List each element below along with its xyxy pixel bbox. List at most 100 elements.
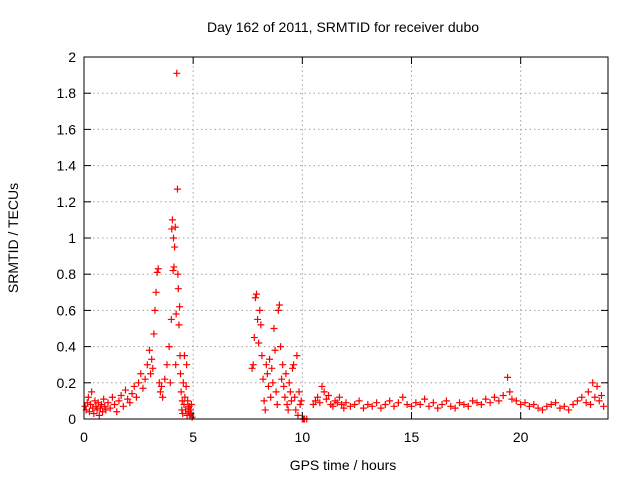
data-point — [92, 402, 100, 410]
data-point — [272, 388, 280, 396]
data-point — [143, 361, 151, 369]
data-point — [266, 355, 274, 363]
data-point — [342, 399, 350, 407]
data-point — [262, 361, 270, 369]
data-point — [184, 397, 192, 405]
data-point — [390, 402, 398, 410]
data-point — [517, 401, 525, 409]
data-point — [429, 399, 437, 407]
data-point — [148, 355, 156, 363]
data-point — [180, 352, 188, 360]
data-point — [176, 303, 184, 311]
data-point — [182, 382, 190, 390]
data-point — [173, 69, 181, 77]
data-point — [128, 390, 136, 398]
data-point — [168, 216, 176, 224]
data-point — [124, 395, 132, 403]
y-tick-label: 0.6 — [57, 302, 77, 318]
y-tick-label: 1.6 — [57, 121, 77, 137]
data-point — [292, 406, 300, 414]
data-point — [296, 401, 304, 409]
data-point — [146, 346, 153, 354]
data-point — [287, 397, 295, 405]
data-point — [177, 370, 185, 378]
data-point — [399, 393, 407, 401]
data-point — [161, 375, 169, 383]
data-point — [170, 263, 178, 271]
x-tick-label: 15 — [404, 429, 420, 445]
data-point — [521, 399, 529, 407]
data-point — [187, 401, 195, 409]
data-point — [249, 361, 257, 369]
data-point — [589, 379, 597, 387]
data-point — [283, 401, 291, 409]
data-point — [104, 399, 112, 407]
data-point — [90, 410, 98, 418]
data-point — [477, 401, 485, 409]
data-point — [101, 402, 109, 410]
data-point — [171, 223, 179, 231]
data-point — [175, 321, 183, 329]
data-point — [403, 401, 411, 409]
data-point — [271, 346, 279, 354]
data-point — [179, 410, 187, 418]
data-point — [309, 401, 317, 409]
data-point — [106, 404, 114, 412]
data-point — [534, 404, 542, 412]
data-point — [584, 388, 592, 396]
y-tick-label: 0 — [68, 411, 76, 427]
data-point — [87, 401, 95, 409]
data-point — [180, 401, 188, 409]
data-point — [170, 234, 178, 242]
data-point — [381, 401, 389, 409]
data-point — [172, 361, 180, 369]
data-point — [179, 379, 187, 387]
data-point — [506, 388, 514, 396]
data-point — [318, 382, 326, 390]
data-point — [293, 352, 301, 360]
data-point — [569, 401, 577, 409]
data-point — [88, 388, 96, 396]
data-point — [255, 339, 263, 347]
data-point — [267, 393, 275, 401]
data-point — [111, 401, 119, 409]
data-point — [258, 352, 266, 360]
ticks: 00.20.40.60.811.21.41.61.820 5 10 15 20 — [57, 49, 608, 445]
data-point — [447, 402, 455, 410]
data-point — [119, 402, 127, 410]
data-point — [364, 401, 372, 409]
data-point — [368, 402, 376, 410]
data-point — [286, 388, 294, 396]
data-point — [150, 330, 158, 338]
data-point — [552, 399, 560, 407]
data-point — [264, 382, 272, 390]
data-point — [338, 401, 346, 409]
data-point — [113, 408, 121, 416]
data-point — [556, 404, 564, 412]
data-point — [600, 402, 608, 410]
y-tick-label: 0.8 — [57, 266, 77, 282]
data-point — [530, 401, 538, 409]
data-point — [495, 397, 503, 405]
data-point — [149, 364, 157, 372]
data-point — [355, 397, 363, 405]
data-point — [482, 395, 490, 403]
y-tick-label: 2 — [68, 49, 76, 65]
data-point — [188, 413, 196, 421]
data-point — [263, 370, 271, 378]
data-point — [456, 399, 464, 407]
data-point — [256, 306, 264, 314]
x-tick-label: 5 — [189, 429, 197, 445]
data-point — [154, 265, 162, 273]
data-point — [183, 361, 191, 369]
data-point — [102, 406, 110, 414]
data-point — [560, 402, 568, 410]
data-point — [147, 370, 155, 378]
data-point — [434, 404, 442, 412]
data-point — [275, 301, 283, 309]
y-axis-label: SRMTID / TECUs — [5, 183, 21, 293]
data-point — [504, 373, 512, 381]
x-axis-label: GPS time / hours — [290, 457, 397, 473]
data-point — [316, 399, 324, 407]
data-point — [115, 397, 123, 405]
